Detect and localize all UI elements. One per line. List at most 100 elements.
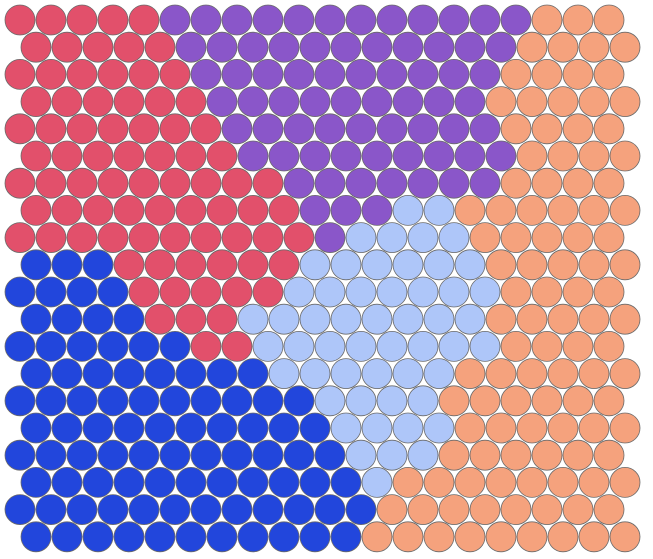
blue-cell bbox=[159, 330, 191, 362]
light-blue-cell bbox=[376, 330, 408, 362]
purple-cell bbox=[299, 86, 331, 117]
orange-cell bbox=[531, 385, 563, 417]
light-blue-cell bbox=[407, 222, 439, 254]
light-blue-cell bbox=[237, 303, 269, 335]
orange-cell bbox=[500, 494, 532, 526]
orange-cell bbox=[469, 222, 501, 254]
orange-cell bbox=[469, 439, 501, 471]
blue-cell bbox=[128, 494, 160, 526]
red-cell bbox=[128, 4, 160, 36]
orange-cell bbox=[500, 276, 532, 308]
blue-cell bbox=[4, 439, 36, 471]
blue-cell bbox=[97, 439, 129, 471]
red-cell bbox=[190, 330, 222, 362]
light-blue-cell bbox=[283, 276, 315, 308]
light-blue-cell bbox=[469, 276, 501, 308]
light-blue-cell bbox=[407, 439, 439, 471]
purple-cell bbox=[469, 4, 501, 36]
purple-cell bbox=[485, 31, 517, 63]
blue-cell bbox=[314, 439, 346, 471]
red-cell bbox=[175, 140, 207, 172]
orange-cell bbox=[454, 358, 486, 390]
orange-cell bbox=[578, 521, 610, 553]
purple-cell bbox=[407, 59, 439, 90]
blue-cell bbox=[175, 466, 207, 498]
red-cell bbox=[35, 4, 67, 36]
orange-cell bbox=[547, 194, 579, 226]
red-cell bbox=[206, 194, 238, 226]
blue-cell bbox=[82, 521, 114, 553]
purple-cell bbox=[376, 59, 408, 90]
orange-cell bbox=[531, 113, 563, 145]
blue-cell bbox=[299, 466, 331, 498]
purple-cell bbox=[485, 140, 517, 172]
orange-cell bbox=[609, 249, 641, 281]
blue-cell bbox=[252, 494, 284, 526]
blue-cell bbox=[190, 385, 222, 417]
red-cell bbox=[66, 59, 98, 90]
blue-cell bbox=[97, 276, 129, 308]
orange-cell bbox=[593, 439, 625, 471]
blue-cell bbox=[206, 466, 238, 498]
purple-cell bbox=[438, 59, 470, 90]
light-blue-cell bbox=[361, 303, 393, 335]
light-blue-cell bbox=[454, 303, 486, 335]
blue-cell bbox=[51, 249, 83, 281]
blue-cell bbox=[175, 521, 207, 553]
blue-cell bbox=[128, 439, 160, 471]
red-cell bbox=[144, 86, 176, 117]
light-blue-cell bbox=[252, 330, 284, 362]
red-cell bbox=[144, 249, 176, 281]
purple-cell bbox=[268, 31, 300, 63]
light-blue-cell bbox=[345, 439, 377, 471]
light-blue-cell bbox=[423, 358, 455, 390]
blue-cell bbox=[299, 412, 331, 444]
orange-cell bbox=[361, 521, 393, 553]
orange-cell bbox=[469, 385, 501, 417]
orange-cell bbox=[516, 140, 548, 172]
blue-cell bbox=[113, 358, 145, 390]
blue-cell bbox=[268, 466, 300, 498]
blue-cell bbox=[159, 494, 191, 526]
purple-cell bbox=[469, 59, 501, 90]
light-blue-cell bbox=[361, 466, 393, 498]
blue-cell bbox=[144, 521, 176, 553]
blue-cell bbox=[51, 521, 83, 553]
orange-cell bbox=[516, 303, 548, 335]
red-cell bbox=[20, 86, 52, 117]
red-cell bbox=[82, 86, 114, 117]
purple-cell bbox=[454, 140, 486, 172]
red-cell bbox=[159, 113, 191, 145]
orange-cell bbox=[500, 167, 532, 199]
blue-cell bbox=[82, 358, 114, 390]
light-blue-cell bbox=[330, 303, 362, 335]
purple-cell bbox=[330, 86, 362, 117]
light-blue-cell bbox=[345, 385, 377, 417]
red-cell bbox=[128, 276, 160, 308]
orange-cell bbox=[547, 412, 579, 444]
orange-cell bbox=[578, 412, 610, 444]
orange-cell bbox=[438, 439, 470, 471]
red-cell bbox=[159, 167, 191, 199]
light-blue-cell bbox=[345, 276, 377, 308]
blue-cell bbox=[221, 494, 253, 526]
blue-cell bbox=[20, 249, 52, 281]
blue-cell bbox=[175, 358, 207, 390]
orange-cell bbox=[578, 194, 610, 226]
purple-cell bbox=[376, 113, 408, 145]
blue-cell bbox=[51, 303, 83, 335]
orange-cell bbox=[562, 59, 594, 90]
blue-cell bbox=[82, 466, 114, 498]
light-blue-cell bbox=[423, 194, 455, 226]
light-blue-cell bbox=[407, 385, 439, 417]
red-cell bbox=[82, 140, 114, 172]
orange-cell bbox=[562, 222, 594, 254]
blue-cell bbox=[252, 439, 284, 471]
orange-cell bbox=[516, 31, 548, 63]
orange-cell bbox=[485, 303, 517, 335]
orange-cell bbox=[485, 249, 517, 281]
blue-cell bbox=[175, 412, 207, 444]
orange-cell bbox=[562, 167, 594, 199]
purple-cell bbox=[283, 59, 315, 90]
orange-cell bbox=[454, 412, 486, 444]
